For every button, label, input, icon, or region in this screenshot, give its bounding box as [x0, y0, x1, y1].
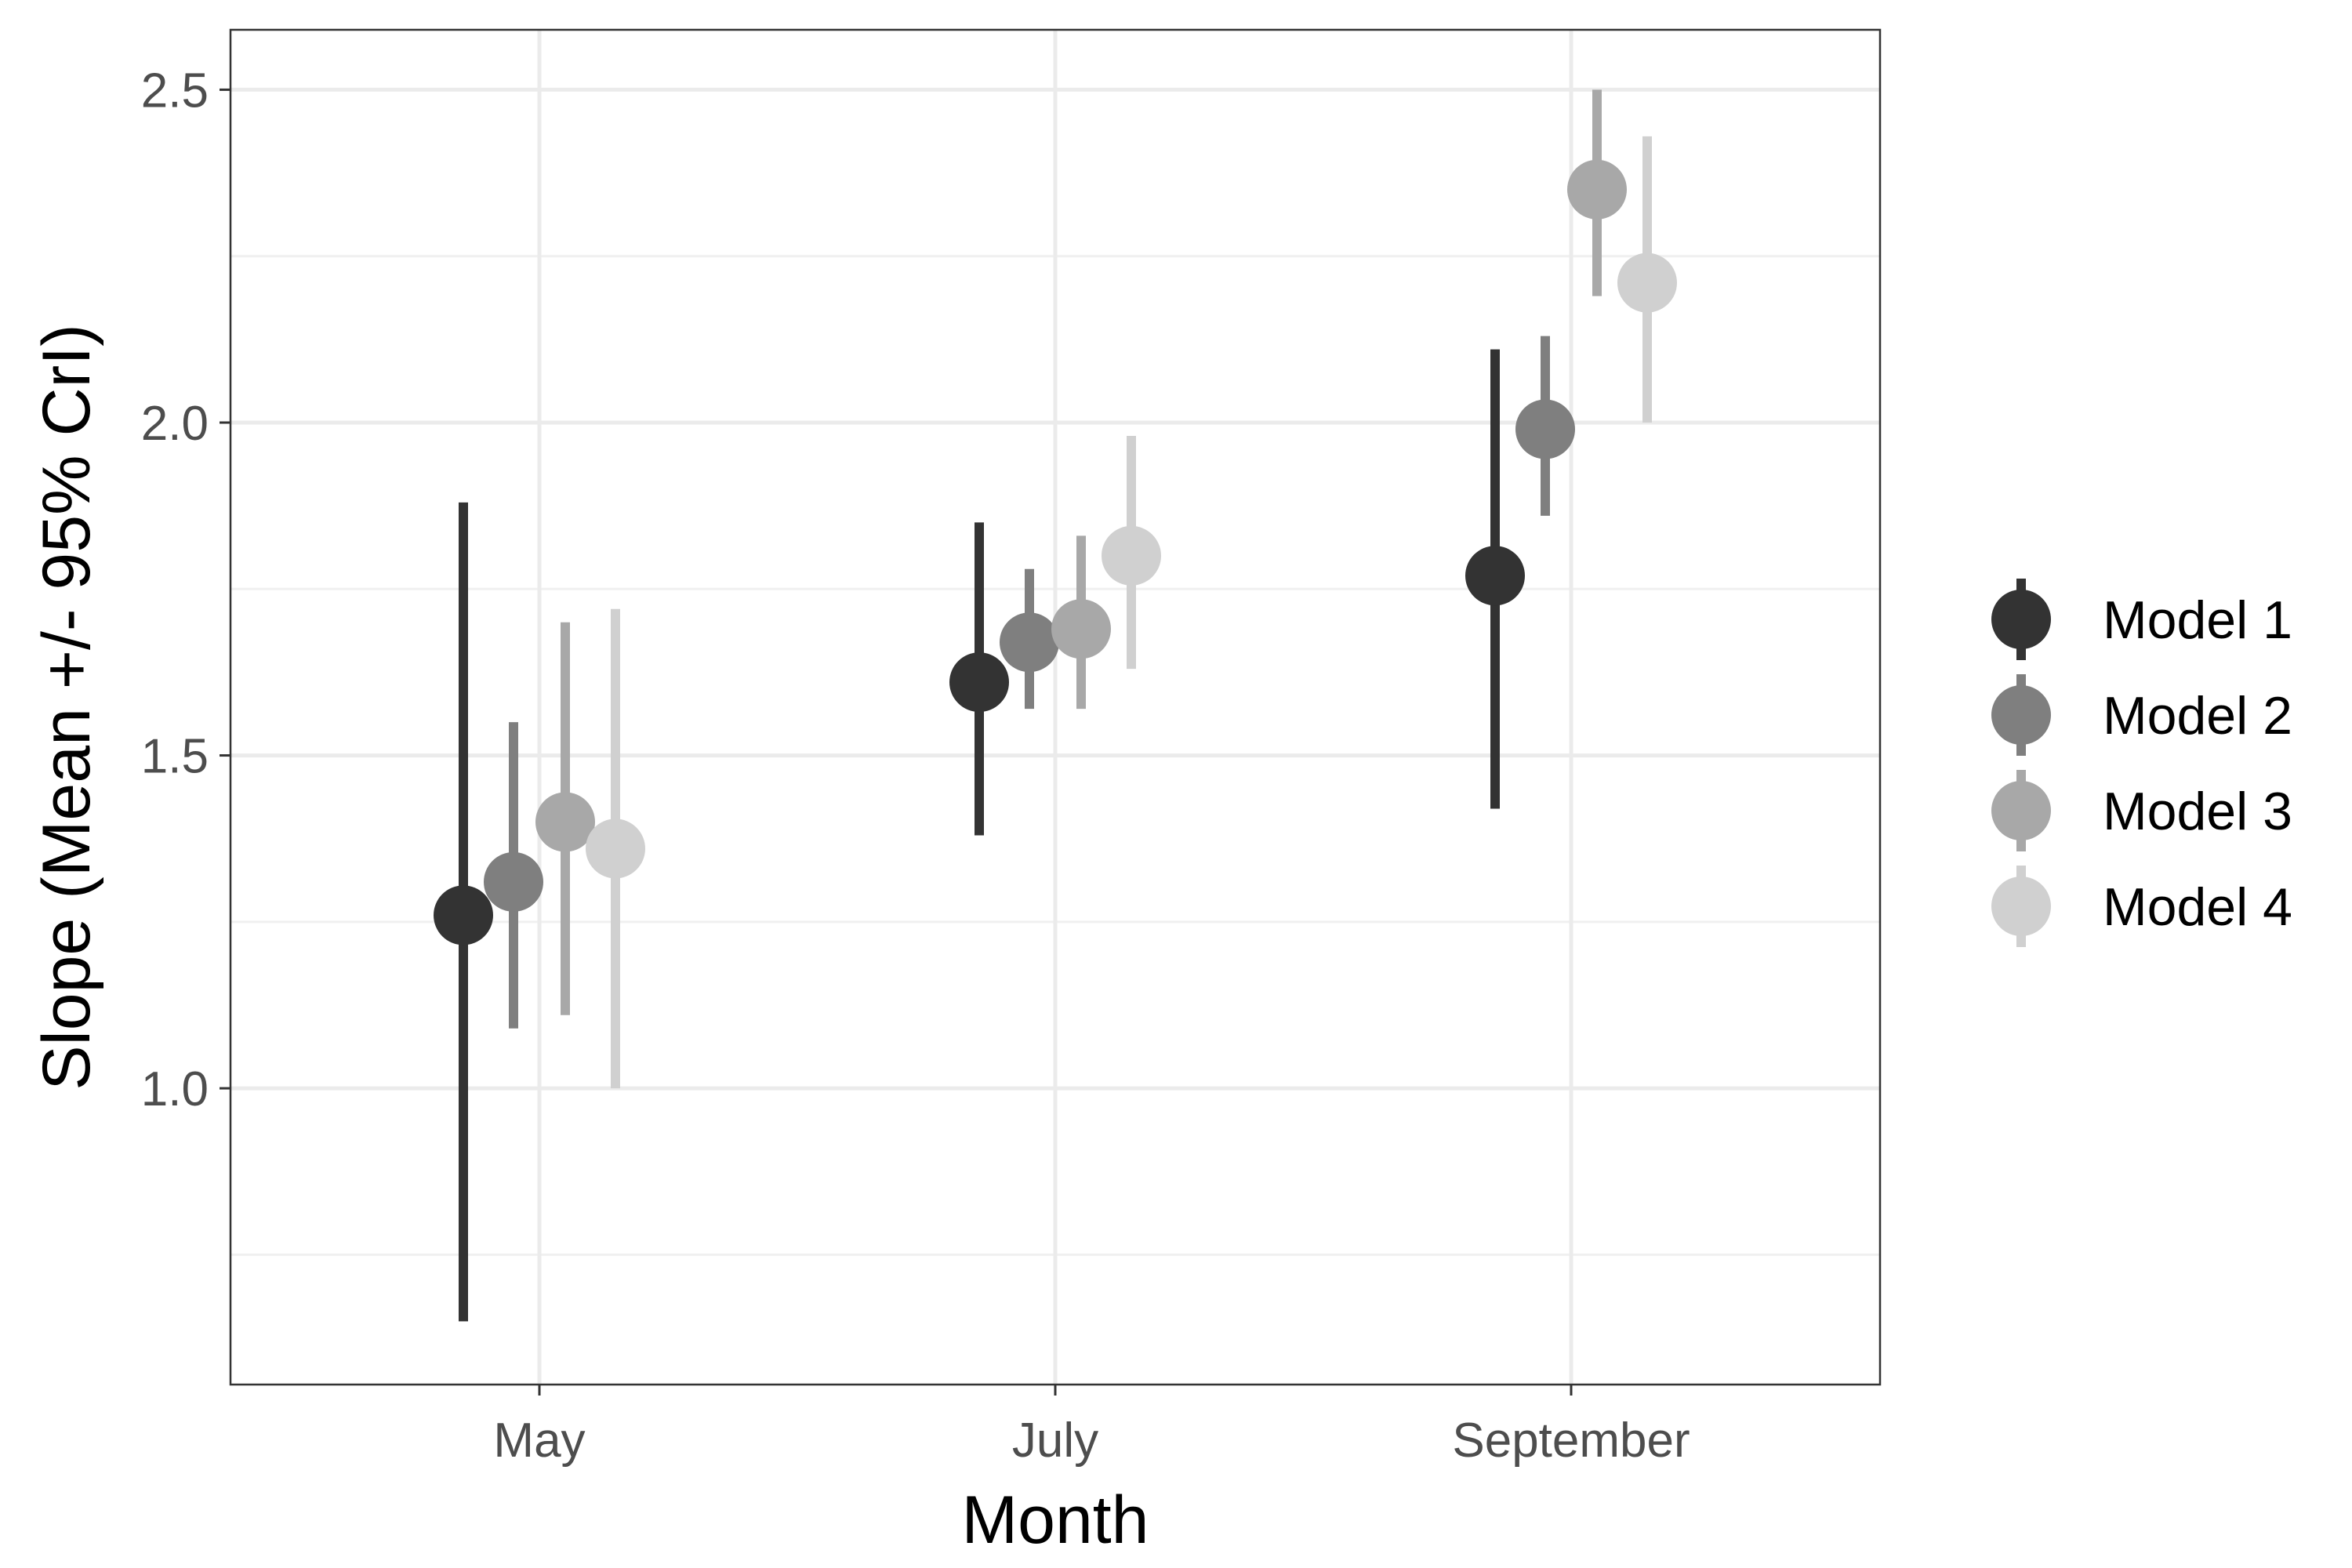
data-point	[434, 885, 493, 946]
legend-key-point	[1991, 590, 2051, 649]
x-tick-label: May	[493, 1414, 585, 1468]
data-point	[586, 818, 645, 879]
axis-layer: 1.0 1.5 2.0 2.5 May July September	[141, 64, 1690, 1468]
x-axis-title: Month	[961, 1483, 1149, 1558]
grid-layer	[230, 30, 1880, 1385]
y-tick-label: 1.0	[141, 1062, 209, 1116]
legend-label: Model 1	[2103, 590, 2292, 650]
legend: Model 1 Model 2 Model 3 Model 4	[1991, 579, 2292, 947]
data-point	[1617, 252, 1677, 313]
data-point	[1102, 525, 1161, 586]
data-point	[1567, 159, 1627, 220]
legend-label: Model 3	[2103, 782, 2292, 841]
data-point	[1051, 599, 1111, 659]
legend-key-point	[1991, 685, 2051, 745]
y-tick-label: 2.0	[141, 397, 209, 451]
data-point	[484, 851, 543, 912]
x-tick-label: July	[1012, 1414, 1098, 1468]
legend-label: Model 4	[2103, 877, 2292, 937]
legend-key-point	[1991, 781, 2051, 840]
data-point	[1465, 546, 1525, 606]
y-axis-title: Slope (Mean +/- 95% CrI)	[29, 324, 104, 1090]
data-layer	[434, 89, 1677, 1322]
data-point	[1000, 612, 1059, 673]
x-tick-label: September	[1452, 1414, 1690, 1468]
y-tick-label: 2.5	[141, 64, 209, 118]
data-point	[1515, 399, 1575, 459]
legend-key-point	[1991, 877, 2051, 936]
data-point	[949, 652, 1009, 713]
legend-label: Model 2	[2103, 686, 2292, 746]
y-tick-label: 1.5	[141, 730, 209, 784]
data-point	[535, 792, 595, 852]
